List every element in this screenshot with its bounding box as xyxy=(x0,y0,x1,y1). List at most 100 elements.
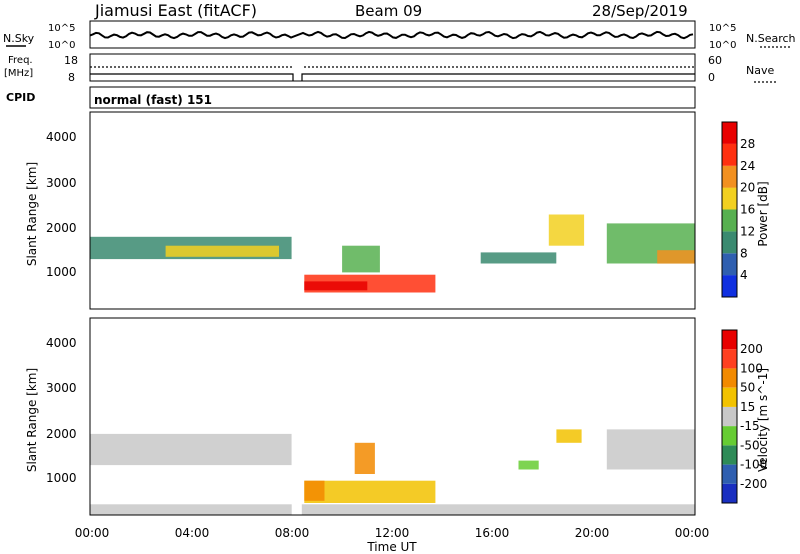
power-colorbar-tick-6: 4 xyxy=(740,268,748,282)
velocity-colorbar-tick-3: 15 xyxy=(740,400,755,414)
station-title: Jiamusi East (fitACF) xyxy=(94,1,257,20)
power-colorbar-tick-0: 28 xyxy=(740,137,755,151)
freq-label-line1: Freq. xyxy=(8,55,33,66)
velocity-colorbar-swatch-0 xyxy=(722,483,737,503)
velocity-colorbar-label: Velocity [m s^-1] xyxy=(756,368,770,472)
noise-sky-line xyxy=(89,30,694,40)
velocity-region-7 xyxy=(90,504,695,515)
beam-title: Beam 09 xyxy=(355,2,422,20)
freq-tick-top: 18 xyxy=(64,54,78,67)
x-tick-08: 08:00 xyxy=(275,526,310,540)
freq-panel: Freq. [MHz] 18 8 60 0 Nave xyxy=(4,53,776,84)
velocity-region-0 xyxy=(90,433,292,466)
power-colorbar-swatch-5 xyxy=(722,165,737,188)
noise-left-tick-bottom: 10^0 xyxy=(48,40,75,51)
velocity-colorbar-swatch-7 xyxy=(722,349,737,369)
velocity-y-tick-2000: 2000 xyxy=(46,427,77,441)
velocity-region-6 xyxy=(606,429,695,470)
cpid-panel-frame xyxy=(89,86,696,109)
power-panel-frame xyxy=(89,111,696,310)
velocity-colorbar-swatch-3 xyxy=(722,426,737,446)
velocity-marks xyxy=(90,318,695,515)
power-region-1 xyxy=(165,245,279,257)
freq-line-right xyxy=(301,73,695,81)
power-region-6 xyxy=(548,214,585,246)
nave-label: Nave xyxy=(746,64,774,77)
noise-right-tick-bottom: 10^0 xyxy=(709,40,736,51)
velocity-colorbar-swatch-1 xyxy=(722,464,737,484)
power-colorbar-tick-1: 24 xyxy=(740,159,755,173)
date-title: 28/Sep/2019 xyxy=(592,2,688,20)
power-colorbar-swatch-6 xyxy=(722,143,737,166)
nave-tick-top: 60 xyxy=(708,54,722,67)
x-axis-label: Time UT xyxy=(366,540,417,554)
x-tick-00-end: 00:00 xyxy=(675,526,710,540)
velocity-colorbar-swatch-5 xyxy=(722,387,737,407)
power-panel: 4000 3000 2000 1000 Slant Range [km] xyxy=(25,111,696,310)
velocity-colorbar xyxy=(721,329,738,504)
power-colorbar-tick-2: 20 xyxy=(740,181,755,195)
velocity-colorbar-frame xyxy=(721,329,738,504)
power-data-gap xyxy=(291,112,302,309)
velocity-y-ticks: 4000 3000 2000 1000 xyxy=(46,336,77,485)
velocity-panel: 4000 3000 2000 1000 Slant Range [km] xyxy=(25,317,696,516)
velocity-region-4 xyxy=(518,460,539,470)
power-y-tick-1000: 1000 xyxy=(46,265,77,279)
power-y-ticks: 4000 3000 2000 1000 xyxy=(46,130,77,279)
power-y-tick-2000: 2000 xyxy=(46,221,77,235)
noise-right-tick-top: 10^5 xyxy=(709,23,736,34)
cpid-label: CPID xyxy=(6,91,35,104)
velocity-y-tick-4000: 4000 xyxy=(46,336,77,350)
x-tick-04: 04:00 xyxy=(175,526,210,540)
power-colorbar-swatch-2 xyxy=(722,231,737,254)
power-colorbar-tick-5: 8 xyxy=(740,246,748,260)
noise-left-label: N.Sky xyxy=(3,32,35,45)
velocity-colorbar-tick-2: 50 xyxy=(740,381,755,395)
x-axis: 00:00 04:00 08:00 12:00 16:00 20:00 00:0… xyxy=(75,526,710,554)
power-region-4 xyxy=(342,245,380,273)
noise-right-label: N.Search xyxy=(746,32,796,45)
noise-panel: N.Sky 10^5 10^0 10^5 10^0 N.Search xyxy=(3,20,796,51)
x-tick-00-start: 00:00 xyxy=(75,526,110,540)
velocity-colorbar-swatch-2 xyxy=(722,445,737,465)
velocity-region-2 xyxy=(304,480,325,501)
power-colorbar xyxy=(721,121,738,298)
power-region-8 xyxy=(657,250,695,264)
velocity-colorbar-tick-5: -50 xyxy=(740,438,760,452)
power-y-tick-4000: 4000 xyxy=(46,130,77,144)
velocity-y-tick-1000: 1000 xyxy=(46,471,77,485)
power-colorbar-swatch-4 xyxy=(722,187,737,210)
velocity-colorbar-tick-7: -200 xyxy=(740,477,767,491)
noise-left-tick-top: 10^5 xyxy=(48,23,75,34)
power-y-tick-3000: 3000 xyxy=(46,176,77,190)
velocity-y-tick-3000: 3000 xyxy=(46,381,77,395)
velocity-region-3 xyxy=(354,442,375,474)
power-y-axis-label: Slant Range [km] xyxy=(25,162,39,266)
x-tick-20: 20:00 xyxy=(575,526,610,540)
freq-tick-bottom: 8 xyxy=(68,71,75,84)
freq-label-line2: [MHz] xyxy=(4,68,33,79)
power-colorbar-tick-3: 16 xyxy=(740,203,755,217)
freq-line-left xyxy=(90,73,294,81)
velocity-colorbar-swatch-8 xyxy=(722,330,737,350)
velocity-region-5 xyxy=(556,429,582,443)
power-region-3 xyxy=(304,281,368,291)
velocity-region-1 xyxy=(304,480,436,503)
power-marks xyxy=(90,112,695,309)
velocity-colorbar-tick-4: -15 xyxy=(740,419,760,433)
power-colorbar-tick-4: 12 xyxy=(740,224,755,238)
power-colorbar-swatch-0 xyxy=(722,275,737,297)
power-colorbar-swatch-3 xyxy=(722,209,737,232)
power-colorbar-swatch-1 xyxy=(722,253,737,276)
velocity-colorbar-swatch-4 xyxy=(722,406,737,427)
x-tick-12: 12:00 xyxy=(375,526,410,540)
velocity-y-axis-label: Slant Range [km] xyxy=(25,368,39,472)
velocity-colorbar-tick-6: -100 xyxy=(740,458,767,472)
power-colorbar-frame xyxy=(721,121,738,298)
velocity-colorbar-swatch-6 xyxy=(722,368,737,388)
nave-tick-bottom: 0 xyxy=(708,71,715,84)
velocity-colorbar-tick-1: 100 xyxy=(740,361,763,375)
power-region-5 xyxy=(480,252,557,264)
power-colorbar-ticks: 28 24 20 16 12 8 4 xyxy=(740,137,755,282)
